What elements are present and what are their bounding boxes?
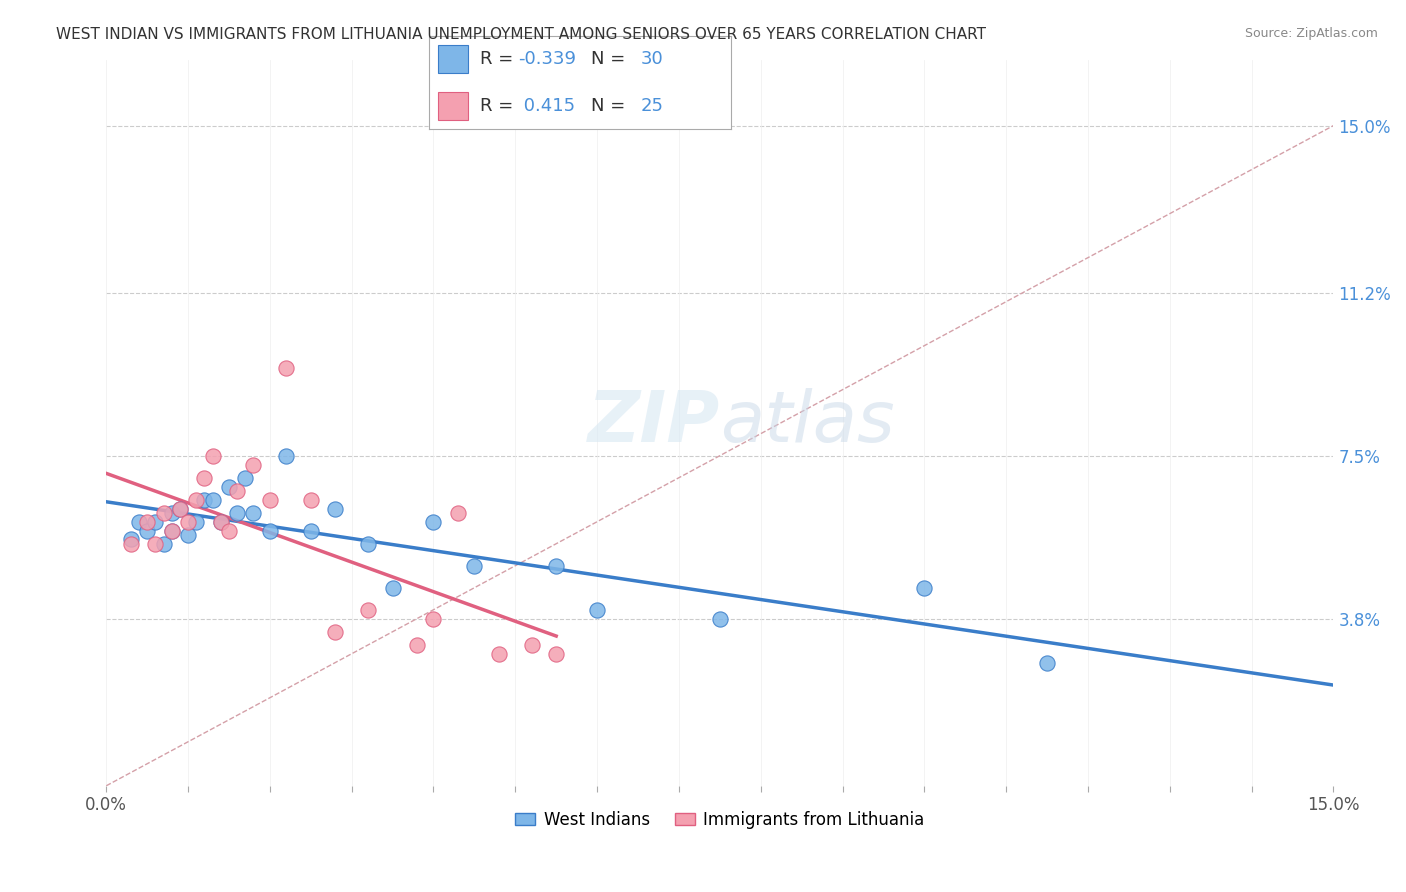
Point <box>381 581 404 595</box>
Point <box>160 524 183 538</box>
Text: atlas: atlas <box>720 388 894 458</box>
Point <box>422 515 444 529</box>
Point <box>128 515 150 529</box>
Point <box>201 449 224 463</box>
Point <box>169 501 191 516</box>
Point <box>226 483 249 498</box>
Text: N =: N = <box>591 50 630 68</box>
Text: 25: 25 <box>641 97 664 115</box>
Point <box>299 492 322 507</box>
Text: ZIP: ZIP <box>588 388 720 458</box>
Point <box>143 515 166 529</box>
Point <box>709 611 731 625</box>
Point <box>120 533 142 547</box>
Point <box>218 479 240 493</box>
Point <box>186 515 208 529</box>
Point <box>169 501 191 516</box>
Point <box>177 528 200 542</box>
Point <box>160 506 183 520</box>
Text: WEST INDIAN VS IMMIGRANTS FROM LITHUANIA UNEMPLOYMENT AMONG SENIORS OVER 65 YEAR: WEST INDIAN VS IMMIGRANTS FROM LITHUANIA… <box>56 27 986 42</box>
Text: R =: R = <box>481 97 519 115</box>
Text: 0.415: 0.415 <box>517 97 575 115</box>
Point <box>357 603 380 617</box>
Text: 30: 30 <box>641 50 664 68</box>
Text: -0.339: -0.339 <box>517 50 576 68</box>
Point <box>143 537 166 551</box>
Bar <box>437 45 468 73</box>
Text: R =: R = <box>481 50 519 68</box>
Point <box>463 558 485 573</box>
Point <box>357 537 380 551</box>
Point <box>276 360 298 375</box>
Point <box>422 611 444 625</box>
Point <box>1036 656 1059 670</box>
Point <box>152 537 174 551</box>
Point <box>323 501 346 516</box>
Point <box>152 506 174 520</box>
Point <box>259 492 281 507</box>
Point <box>233 471 256 485</box>
Point <box>447 506 470 520</box>
Bar <box>437 92 468 120</box>
Point <box>406 638 429 652</box>
Point <box>912 581 935 595</box>
Point <box>193 492 215 507</box>
Legend: West Indians, Immigrants from Lithuania: West Indians, Immigrants from Lithuania <box>509 805 931 836</box>
Point <box>299 524 322 538</box>
Point <box>488 647 510 661</box>
Text: Source: ZipAtlas.com: Source: ZipAtlas.com <box>1244 27 1378 40</box>
Point <box>323 624 346 639</box>
Point <box>201 492 224 507</box>
Point <box>546 647 568 661</box>
Point <box>186 492 208 507</box>
Point <box>136 515 159 529</box>
Point <box>120 537 142 551</box>
Point <box>177 515 200 529</box>
Point <box>218 524 240 538</box>
Point <box>242 458 264 472</box>
Point <box>136 524 159 538</box>
Point <box>226 506 249 520</box>
Point <box>546 558 568 573</box>
Point <box>209 515 232 529</box>
Point <box>520 638 543 652</box>
Point <box>209 515 232 529</box>
Text: N =: N = <box>591 97 630 115</box>
Point <box>242 506 264 520</box>
Point <box>586 603 609 617</box>
Point <box>259 524 281 538</box>
Point <box>160 524 183 538</box>
Point <box>276 449 298 463</box>
Point <box>193 471 215 485</box>
